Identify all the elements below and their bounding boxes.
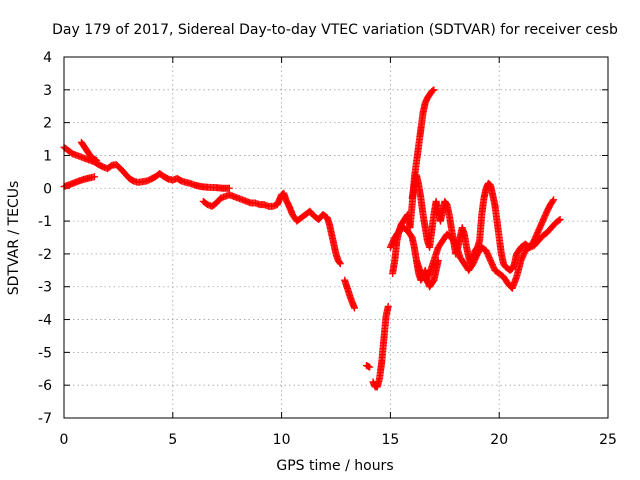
y-tick-label: -7 xyxy=(38,411,52,427)
data-point xyxy=(550,196,558,204)
x-tick-label: 20 xyxy=(490,432,508,448)
data-point xyxy=(350,304,358,312)
y-tick-label: -1 xyxy=(38,214,52,230)
data-point xyxy=(90,173,98,181)
y-tick-label: 2 xyxy=(43,116,52,132)
x-tick-label: 5 xyxy=(168,432,177,448)
x-axis-label: GPS time / hours xyxy=(276,458,393,474)
y-tick-label: -3 xyxy=(38,280,52,296)
chart-title: Day 179 of 2017, Sidereal Day-to-day VTE… xyxy=(52,22,618,38)
axis-ticks xyxy=(63,56,609,419)
x-tick-label: 15 xyxy=(381,432,399,448)
y-tick-label: 1 xyxy=(43,148,52,164)
plot-frame xyxy=(63,56,609,419)
y-tick-label: 0 xyxy=(43,181,52,197)
data-point xyxy=(366,363,374,371)
data-point xyxy=(555,216,563,224)
data-points xyxy=(60,86,564,391)
y-tick-label: -2 xyxy=(38,247,52,263)
y-tick-label: -5 xyxy=(38,345,52,361)
data-point xyxy=(93,156,101,164)
y-tick-label: 3 xyxy=(43,83,52,99)
x-tick-label: 25 xyxy=(599,432,617,448)
y-tick-label: -6 xyxy=(38,378,52,394)
y-tick-label: -4 xyxy=(38,313,52,329)
y-axis-label: SDTVAR / TECUs xyxy=(6,181,22,296)
data-point xyxy=(430,86,438,94)
data-point xyxy=(336,260,344,268)
data-point xyxy=(336,259,344,267)
x-tick-label: 0 xyxy=(60,432,69,448)
grid xyxy=(64,57,608,418)
y-tick-label: 4 xyxy=(43,50,52,66)
data-point xyxy=(549,197,557,205)
x-tick-label: 10 xyxy=(273,432,291,448)
tick-labels: 0 5 10 15 20 25 -7 -6 -5 -4 -3 -2 -1 0 1 2 3 4 xyxy=(38,50,617,448)
data-point xyxy=(429,87,437,95)
data-point xyxy=(556,215,564,223)
data-point xyxy=(225,184,233,192)
data-point xyxy=(384,302,392,310)
